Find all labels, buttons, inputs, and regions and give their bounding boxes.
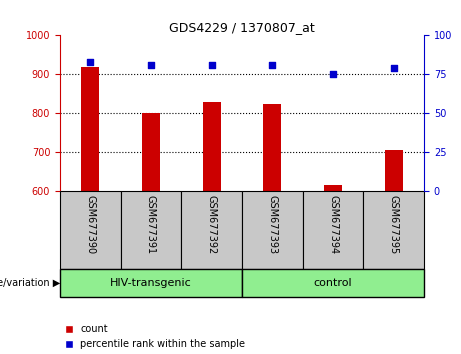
Bar — [142, 113, 160, 191]
Bar — [202, 102, 221, 191]
Text: GSM677392: GSM677392 — [207, 195, 217, 254]
Point — [390, 65, 397, 71]
Bar — [60, 191, 121, 269]
Text: GSM677391: GSM677391 — [146, 195, 156, 254]
Bar — [384, 150, 403, 191]
Bar — [60, 269, 242, 297]
Point — [87, 59, 94, 65]
Text: GSM677395: GSM677395 — [389, 195, 399, 254]
Text: GSM677394: GSM677394 — [328, 195, 338, 254]
Bar — [363, 191, 424, 269]
Bar — [263, 104, 282, 191]
Text: GSM677390: GSM677390 — [85, 195, 95, 254]
Text: control: control — [314, 278, 352, 288]
Legend: count, percentile rank within the sample: count, percentile rank within the sample — [65, 324, 245, 349]
Bar — [324, 185, 342, 191]
Bar — [121, 191, 181, 269]
Point — [269, 62, 276, 68]
Bar — [81, 67, 100, 191]
Point — [329, 72, 337, 77]
Point — [208, 62, 215, 68]
Text: GSM677393: GSM677393 — [267, 195, 278, 254]
Text: genotype/variation ▶: genotype/variation ▶ — [0, 278, 60, 288]
Point — [148, 62, 155, 68]
Title: GDS4229 / 1370807_at: GDS4229 / 1370807_at — [169, 21, 315, 34]
Bar — [242, 269, 424, 297]
Text: HIV-transgenic: HIV-transgenic — [110, 278, 192, 288]
Bar — [181, 191, 242, 269]
Bar — [242, 191, 303, 269]
Bar — [303, 191, 363, 269]
